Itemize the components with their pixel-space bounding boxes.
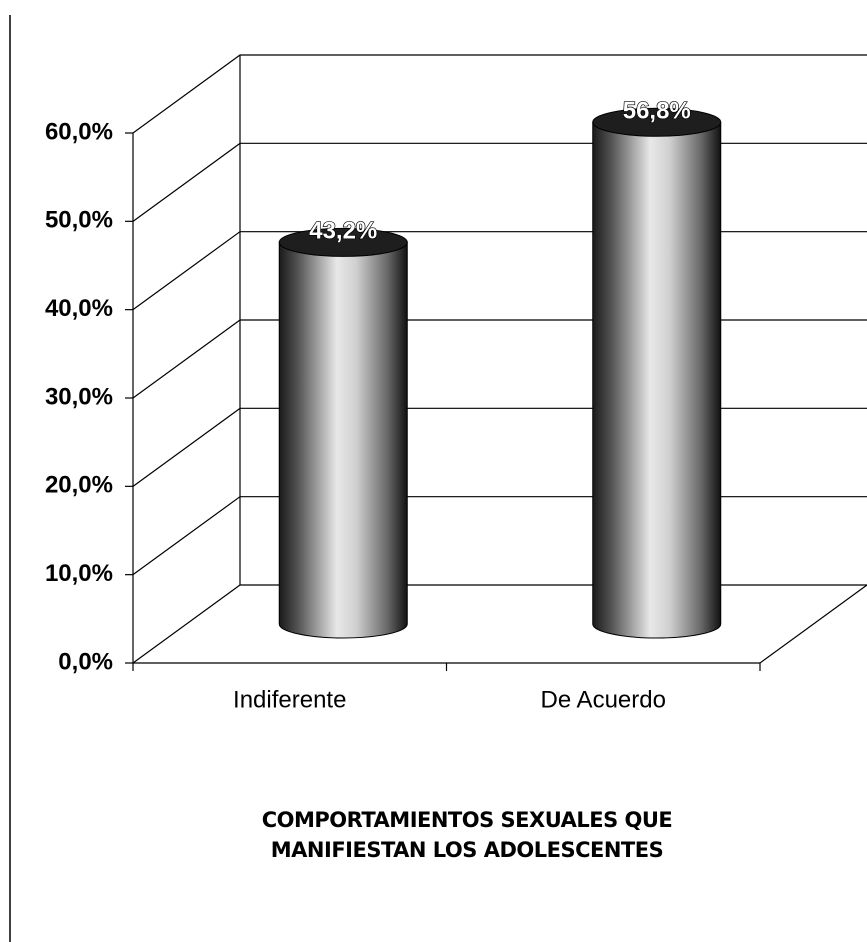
grid-line xyxy=(132,142,867,222)
x-tick-label: Indiferente xyxy=(233,686,346,713)
grid-line xyxy=(132,496,867,576)
floor-edge xyxy=(759,584,867,664)
bar xyxy=(278,241,408,639)
data-label: 43,2% xyxy=(309,218,377,245)
y-tick-label: 40,0% xyxy=(45,295,113,322)
y-tick-label: 50,0% xyxy=(45,207,113,234)
bar xyxy=(592,121,722,639)
y-tick-label: 30,0% xyxy=(45,383,113,410)
data-label: 56,8% xyxy=(623,98,691,125)
y-tick-label: 60,0% xyxy=(45,118,113,145)
grid-line xyxy=(132,54,867,134)
x-axis-title: COMPORTAMIENTOS SEXUALES QUE MANIFIESTAN… xyxy=(261,808,673,862)
y-tick-label: 10,0% xyxy=(45,560,113,587)
grid-line xyxy=(132,584,867,664)
grid-line xyxy=(132,231,867,311)
y-tick-label: 0,0% xyxy=(58,648,113,675)
grid-line xyxy=(132,407,867,487)
bar-top xyxy=(278,227,408,257)
grid-line xyxy=(132,319,867,399)
bar-top xyxy=(592,107,722,137)
x-tick-label: De Acuerdo xyxy=(541,686,666,713)
y-tick-label: 20,0% xyxy=(45,472,113,499)
